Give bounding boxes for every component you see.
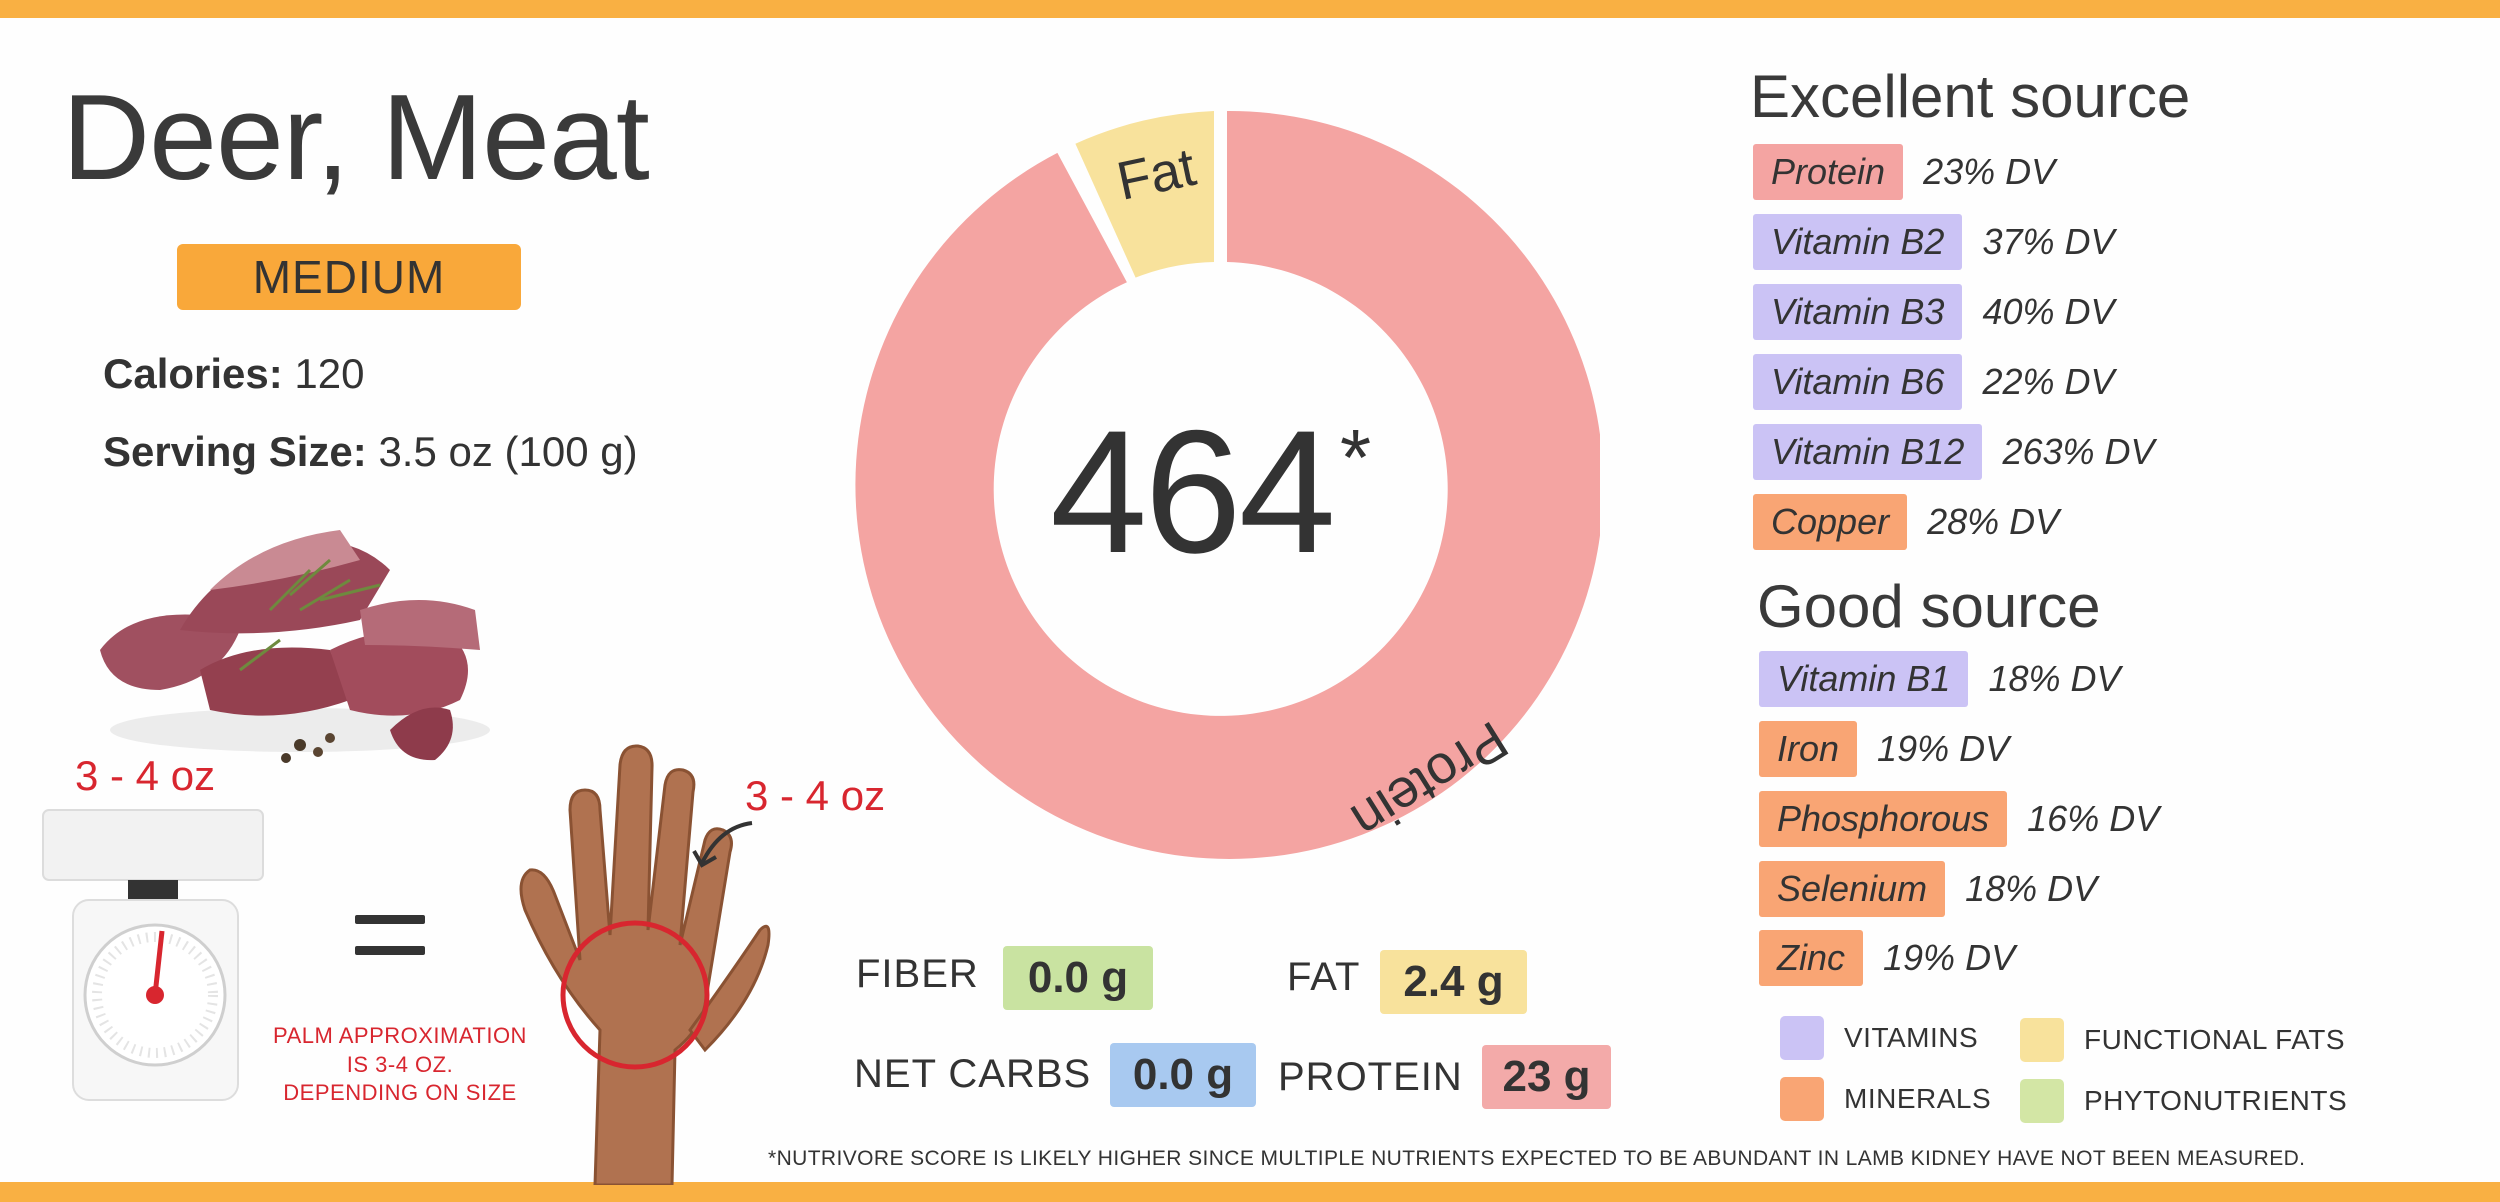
nutrient-row: Copper 28% DV (1753, 494, 2059, 550)
calories-line: Calories: 120 (103, 350, 364, 398)
serving-size-line: Serving Size: 3.5 oz (100 g) (103, 428, 638, 476)
nutrient-dv: 37% DV (1982, 221, 2115, 262)
nutrient-row: Protein 23% DV (1753, 144, 2055, 200)
legend-label: FUNCTIONAL FATS (2084, 1024, 2346, 1055)
nutrient-tag: Copper (1753, 494, 1908, 550)
nutrient-row: Vitamin B12 263% DV (1753, 424, 2155, 480)
nutrient-dv: 23% DV (1923, 151, 2056, 192)
nutrient-dv: 16% DV (2027, 798, 2160, 839)
nutrient-row: Zinc 19% DV (1759, 930, 2015, 986)
donut-segment-protein (855, 110, 1600, 859)
nutrient-tag: Vitamin B6 (1753, 354, 1963, 410)
top-accent-bar (0, 0, 2500, 18)
protein-value: 23 g (1482, 1045, 1611, 1109)
kitchen-scale-icon (42, 809, 264, 1101)
equals-icon (355, 915, 425, 965)
nutrient-dv: 22% DV (1982, 361, 2115, 402)
nutrient-row: Vitamin B2 37% DV (1753, 214, 2115, 270)
nutrivore-level-badge: MEDIUM (177, 244, 521, 310)
legend-swatch (2020, 1018, 2064, 1062)
nutrient-tag: Vitamin B2 (1753, 214, 1963, 270)
legend-swatch (1780, 1077, 1824, 1121)
legend-swatch (2020, 1079, 2064, 1123)
protein-label: PROTEIN (1278, 1055, 1463, 1099)
serving-size-label: Serving Size: (103, 428, 367, 475)
palm-weight-label: 3 - 4 oz (745, 772, 886, 819)
excellent-source-heading: Excellent source (1750, 63, 2191, 130)
nutrient-row: Vitamin B3 40% DV (1753, 284, 2115, 340)
legend-item-minerals: MINERALS (1780, 1077, 1991, 1121)
nutrient-row: Phosphorous 16% DV (1759, 791, 2159, 847)
legend-label: MINERALS (1844, 1083, 1992, 1114)
nutrient-dv: 18% DV (1988, 658, 2121, 699)
scale-weight-label: 3 - 4 oz (75, 752, 216, 799)
nutrient-row: Vitamin B1 18% DV (1759, 651, 2121, 707)
nutrient-tag: Phosphorous (1759, 791, 2008, 847)
hand-palm-icon (519, 744, 771, 1185)
meat-photo (100, 530, 490, 763)
nutrient-dv: 19% DV (1883, 937, 2016, 978)
macronutrient-donut-chart: Fat Protein (855, 110, 1600, 859)
fiber-label: FIBER (856, 952, 979, 996)
nutrient-tag: Vitamin B1 (1759, 651, 1969, 707)
nutrient-dv: 263% DV (2002, 431, 2155, 472)
nutrient-dv: 18% DV (1965, 868, 2098, 909)
nutrient-row: Iron 19% DV (1759, 721, 2009, 777)
legend-label: VITAMINS (1844, 1022, 1979, 1053)
nutrient-tag: Vitamin B12 (1753, 424, 1983, 480)
palm-note-line-1: PALM APPROXIMATION (273, 1023, 527, 1048)
legend-label: PHYTONUTRIENTS (2084, 1085, 2348, 1116)
palm-note-line-2: IS 3-4 OZ. (346, 1051, 454, 1077)
nutrient-tag: Zinc (1759, 930, 1864, 986)
food-title: Deer, Meat (62, 69, 650, 205)
nutrient-tag: Selenium (1759, 861, 1946, 917)
serving-size-value: 3.5 oz (100 g) (378, 428, 638, 475)
net-carbs-label: NET CARBS (854, 1052, 1092, 1096)
footnote: *NUTRIVORE SCORE IS LIKELY HIGHER SINCE … (768, 1147, 2306, 1170)
palm-note-line-3: DEPENDING ON SIZE (283, 1080, 517, 1106)
legend-swatch (1780, 1016, 1824, 1060)
nutrient-tag: Iron (1759, 721, 1858, 777)
legend-item-vitamins: VITAMINS (1780, 1016, 1978, 1060)
score-asterisk: * (1340, 413, 1372, 502)
nutrient-dv: 19% DV (1877, 728, 2010, 769)
nutrient-tag: Vitamin B3 (1753, 284, 1963, 340)
net-carbs-value: 0.0 g (1110, 1043, 1256, 1107)
donut-segment-fat (1075, 111, 1214, 278)
nutrient-row: Selenium 18% DV (1759, 861, 2097, 917)
nutrient-tag: Protein (1753, 144, 1904, 200)
fat-label: FAT (1287, 955, 1361, 999)
nutrient-row: Vitamin B6 22% DV (1753, 354, 2115, 410)
good-source-heading: Good source (1757, 573, 2101, 640)
calories-value: 120 (294, 350, 365, 397)
fiber-value: 0.0 g (1003, 946, 1153, 1010)
palm-approximation-note: PALM APPROXIMATION IS 3-4 OZ. DEPENDING … (255, 1022, 545, 1108)
pointer-arrow-icon (692, 821, 753, 868)
legend-item-functional-fats: FUNCTIONAL FATS (2020, 1018, 2345, 1062)
legend-item-phytonutrients: PHYTONUTRIENTS (2020, 1079, 2347, 1123)
nutrivore-score: 464 (1050, 395, 1336, 590)
bottom-accent-bar (0, 1182, 2500, 1202)
fat-value: 2.4 g (1380, 950, 1527, 1014)
nutrient-dv: 28% DV (1927, 501, 2060, 542)
calories-label: Calories: (103, 350, 283, 397)
nutrient-dv: 40% DV (1982, 291, 2115, 332)
